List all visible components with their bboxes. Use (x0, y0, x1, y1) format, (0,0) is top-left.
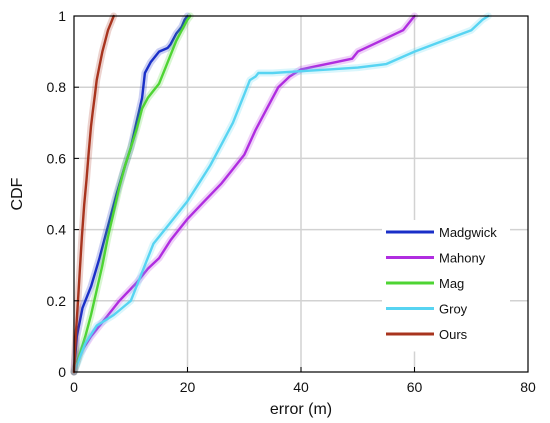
x-tick-label: 60 (407, 379, 423, 395)
axis-ticks: 0 20 40 60 80 0 0.2 0.4 0.6 0.8 1 (47, 8, 536, 395)
y-tick-label: 0.4 (47, 222, 67, 238)
series-line-mag (72, 14, 192, 374)
legend-label-groy: Groy (439, 302, 468, 317)
legend-label-madgwick: Madgwick (439, 225, 497, 240)
legend: Madgwick Mahony Mag Groy Ours (382, 220, 510, 352)
legend-label-mahony: Mahony (439, 251, 486, 266)
legend-box (382, 220, 510, 352)
legend-label-ours: Ours (439, 327, 468, 342)
y-tick-label: 0.2 (47, 293, 67, 309)
x-tick-label: 0 (70, 379, 78, 395)
x-tick-label: 20 (180, 379, 196, 395)
series-line-mahony (72, 14, 416, 374)
x-tick-label: 40 (293, 379, 309, 395)
y-axis-label: CDF (9, 177, 26, 210)
x-axis-label: error (m) (270, 401, 332, 418)
legend-label-mag: Mag (439, 276, 464, 291)
grid-lines (74, 16, 528, 372)
y-tick-label: 0.6 (47, 150, 67, 166)
series-line-ours (72, 14, 115, 374)
y-tick-label: 0.8 (47, 79, 67, 95)
series-layer (70, 12, 492, 376)
series-line-groy (72, 14, 490, 374)
series-line-madgwick (72, 14, 189, 374)
x-tick-label: 80 (520, 379, 536, 395)
y-tick-label: 0 (58, 364, 66, 380)
y-tick-label: 1 (58, 8, 66, 24)
